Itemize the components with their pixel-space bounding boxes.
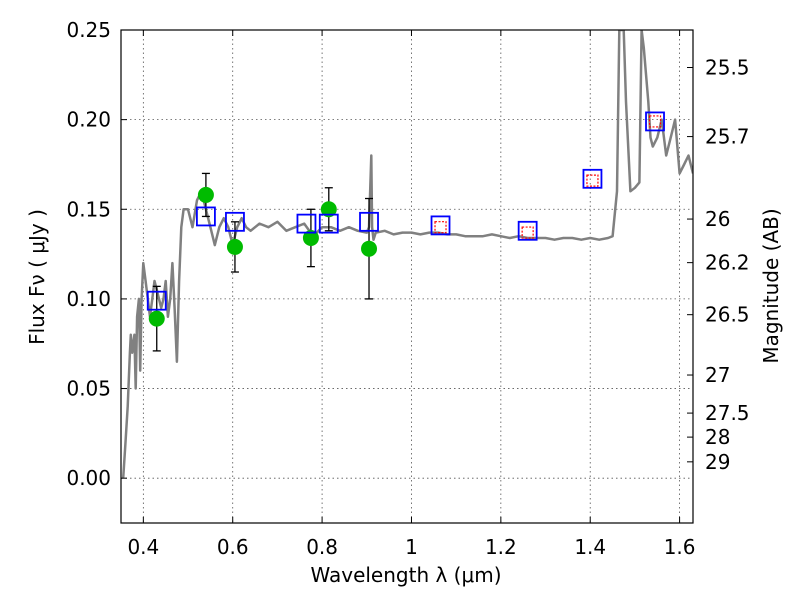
y-tick-label: 0.25 [66,18,111,42]
model-square [318,213,339,234]
mag-tick-label: 26 [705,207,730,231]
mag-tick-label: 27 [705,363,730,387]
model-square [430,215,451,236]
observed-point [197,186,214,203]
model-square [225,211,245,232]
model-square [146,290,167,311]
x-tick-label: 0.8 [306,535,338,559]
grid-layer [121,29,693,523]
upper-limit-square [521,226,534,239]
observed-point [361,240,378,257]
observed-point [302,229,319,246]
tick-layer: 0.4 0.6 0.8 1 1.2 1.4 1.6 0.00 0.05 0.10 0.15 0.20 0… [66,18,749,559]
x-tick-label: 1.4 [574,535,606,559]
mag-tick-label: 25.5 [705,55,750,79]
x-tick-label: 0.6 [217,535,249,559]
mag-tick-label: 28 [705,425,730,449]
x-tick-label: 1.6 [664,535,696,559]
observed-point [148,310,165,327]
upper-limit-square [586,174,599,187]
mag-tick-label: 26.2 [705,251,750,275]
plot-frame [120,29,694,524]
model-square [296,213,317,234]
model-square [359,211,379,232]
mag-tick-label: 26.5 [705,303,750,327]
mag-tick-label: 29 [705,450,730,474]
data-layer [121,30,693,479]
spectrum-line [121,30,693,479]
mag-tick-label: 25.7 [705,125,750,149]
y-tick-label: 0.00 [66,466,111,490]
y-tick-label: 0.10 [66,287,111,311]
mag-tick-label: 27.5 [705,401,750,425]
model-square [196,206,216,227]
y-axis-label: Flux Fν ( μJy ) [25,209,49,345]
y-tick-label: 0.15 [66,197,111,221]
x-tick-label: 1.2 [485,535,517,559]
observed-point [320,201,337,218]
model-square [517,220,538,241]
x-axis-label: Wavelength λ (μm) [310,563,501,587]
observed-point [226,238,243,255]
model-square [582,168,603,189]
model-square [645,111,665,132]
y-tick-label: 0.05 [66,377,111,401]
y-tick-label: 0.20 [66,108,111,132]
y-axis-right-label: Magnitude (AB) [759,208,783,363]
x-tick-label: 0.4 [127,535,159,559]
upper-limit-square [434,221,447,234]
x-tick-label: 1 [405,535,418,559]
upper-limit-square [648,115,662,128]
